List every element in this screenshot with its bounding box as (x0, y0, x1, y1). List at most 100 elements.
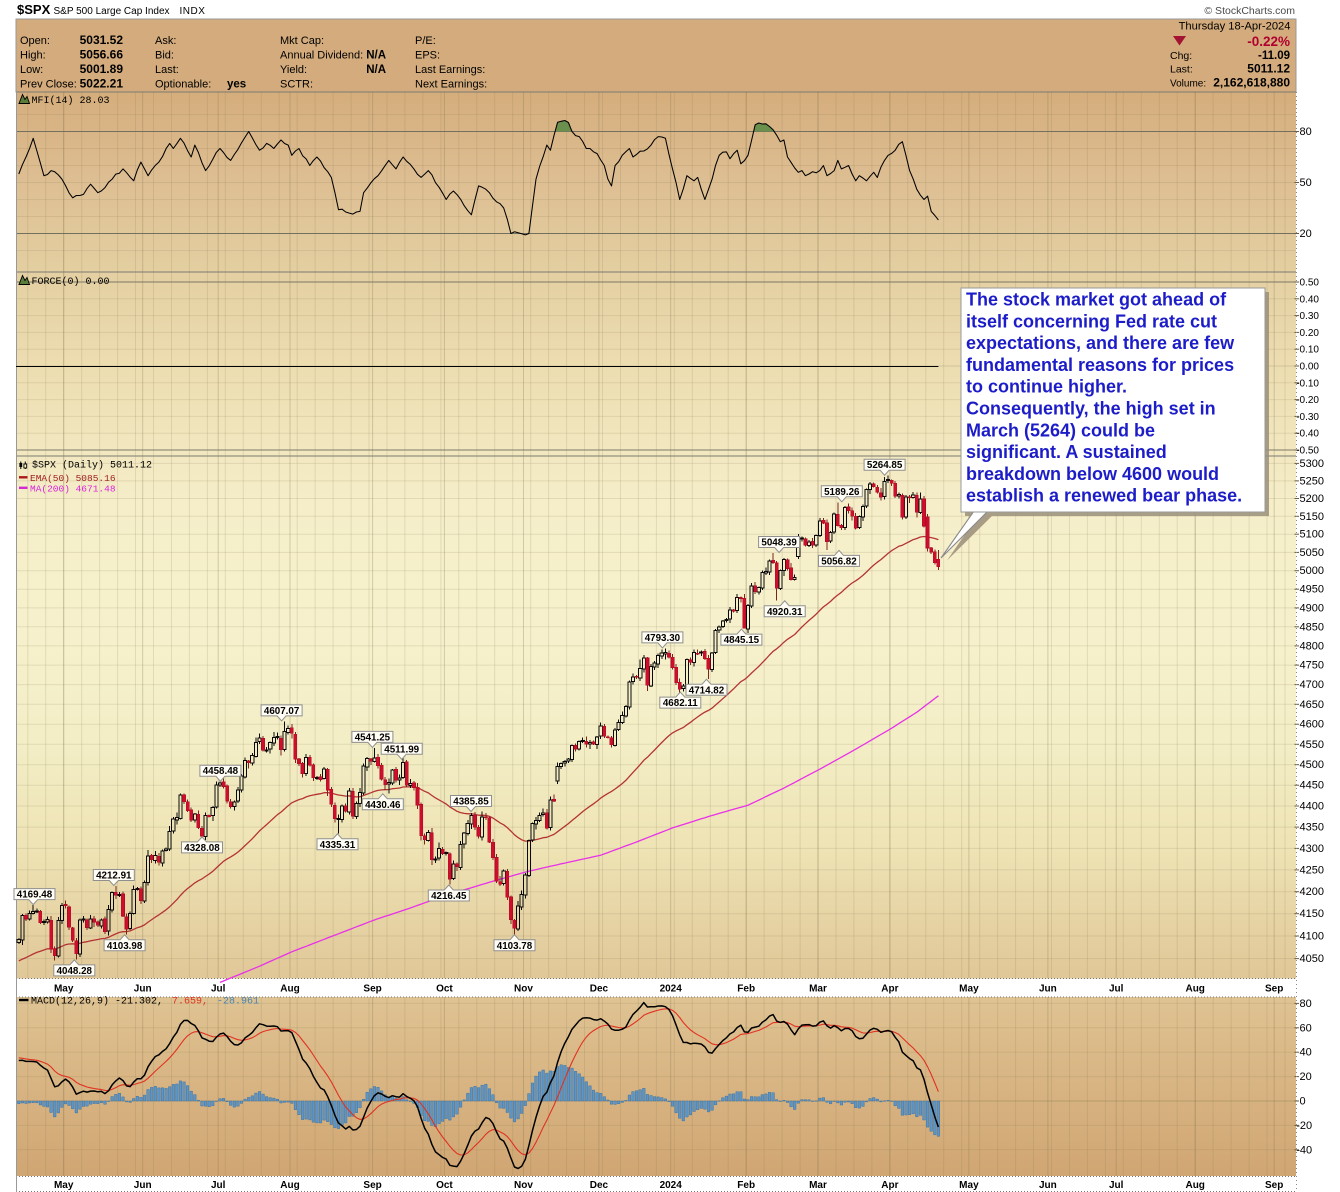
svg-text:5056.66: 5056.66 (80, 48, 124, 62)
svg-text:4450: 4450 (1300, 780, 1324, 792)
svg-text:20: 20 (1300, 228, 1312, 240)
svg-text:$SPX: $SPX (17, 2, 51, 17)
svg-text:5056.82: 5056.82 (821, 556, 857, 567)
svg-text:4793.30: 4793.30 (645, 633, 681, 644)
svg-text:5150: 5150 (1300, 511, 1324, 523)
svg-text:EMA(50) 5085.16: EMA(50) 5085.16 (30, 473, 116, 484)
svg-text:May: May (54, 984, 74, 995)
svg-text:Annual Dividend:: Annual Dividend: (280, 50, 363, 62)
svg-text:Bid:: Bid: (155, 50, 174, 62)
svg-text:Nov: Nov (514, 1180, 533, 1191)
svg-text:4541.25: 4541.25 (355, 732, 391, 743)
svg-text:5050: 5050 (1300, 547, 1324, 559)
svg-text:0.50: 0.50 (1300, 278, 1320, 289)
svg-text:SCTR:: SCTR: (280, 79, 313, 91)
svg-text:Low:: Low: (20, 64, 43, 76)
svg-text:-11.09: -11.09 (1258, 50, 1290, 62)
svg-text:Last Earnings:: Last Earnings: (415, 64, 485, 76)
svg-text:4607.07: 4607.07 (264, 706, 300, 717)
svg-text:Aug: Aug (1185, 1180, 1204, 1191)
svg-text:-0.22%: -0.22% (1247, 34, 1290, 49)
svg-text:Sep: Sep (1265, 1180, 1283, 1191)
svg-text:breakdown below 4600 would: breakdown below 4600 would (966, 464, 1219, 484)
svg-text:4328.08: 4328.08 (184, 843, 220, 854)
svg-text:Last:: Last: (1170, 64, 1193, 76)
svg-text:Jul: Jul (1109, 984, 1124, 995)
svg-text:Jun: Jun (134, 1180, 152, 1191)
svg-text:5031.52: 5031.52 (80, 33, 124, 47)
svg-text:Thursday 18-Apr-2024: Thursday 18-Apr-2024 (1179, 21, 1291, 33)
svg-text:4100: 4100 (1300, 931, 1324, 943)
svg-text:expectations, and there are fe: expectations, and there are few (966, 333, 1235, 353)
svg-text:4400: 4400 (1300, 801, 1324, 813)
svg-text:MACD(12,26,9) -21.302,: MACD(12,26,9) -21.302, (31, 995, 163, 1007)
svg-text:Apr: Apr (881, 1180, 898, 1191)
svg-text:5300: 5300 (1300, 458, 1324, 470)
svg-text:March (5264) could be: March (5264) could be (966, 420, 1155, 440)
svg-text:4300: 4300 (1300, 843, 1324, 855)
svg-text:4700: 4700 (1300, 679, 1324, 691)
svg-text:fundamental reasons for prices: fundamental reasons for prices (966, 355, 1234, 375)
svg-text:5200: 5200 (1300, 493, 1324, 505)
svg-text:MA(200) 4671.48: MA(200) 4671.48 (30, 484, 116, 495)
svg-text:-40: -40 (1296, 1144, 1312, 1156)
svg-text:5011.12: 5011.12 (1247, 62, 1290, 76)
svg-text:MFI(14) 28.03: MFI(14) 28.03 (32, 95, 110, 107)
svg-text:4216.45: 4216.45 (431, 891, 467, 902)
svg-text:5264.85: 5264.85 (867, 460, 903, 471)
svg-text:Oct: Oct (436, 984, 453, 995)
svg-text:-0.30: -0.30 (1296, 412, 1319, 423)
svg-text:5048.39: 5048.39 (761, 538, 797, 549)
svg-text:Jun: Jun (1039, 984, 1057, 995)
svg-text:40: 40 (1300, 1047, 1312, 1059)
svg-text:4950: 4950 (1300, 584, 1324, 596)
svg-text:Optionable:: Optionable: (155, 79, 211, 91)
svg-text:2024: 2024 (660, 1180, 683, 1191)
svg-text:Aug: Aug (280, 1180, 299, 1191)
svg-text:S&P 500 Large Cap Index: S&P 500 Large Cap Index (54, 6, 170, 17)
svg-text:Jul: Jul (211, 984, 226, 995)
svg-text:-20: -20 (1296, 1120, 1312, 1132)
svg-text:Apr: Apr (881, 984, 898, 995)
svg-text:4650: 4650 (1300, 699, 1324, 711)
svg-text:Jun: Jun (1039, 1180, 1057, 1191)
svg-text:Sep: Sep (363, 984, 381, 995)
svg-text:significant. A sustained: significant. A sustained (966, 442, 1167, 462)
svg-text:2024: 2024 (660, 984, 683, 995)
svg-text:5100: 5100 (1300, 529, 1324, 541)
svg-text:4714.82: 4714.82 (689, 685, 725, 696)
svg-text:4150: 4150 (1300, 908, 1324, 920)
svg-text:Oct: Oct (436, 1180, 453, 1191)
svg-text:-0.20: -0.20 (1296, 395, 1319, 406)
svg-text:-0.40: -0.40 (1296, 429, 1319, 440)
svg-text:Aug: Aug (1185, 984, 1204, 995)
svg-text:INDX: INDX (180, 6, 206, 17)
svg-text:50: 50 (1300, 177, 1312, 189)
svg-text:4550: 4550 (1300, 739, 1324, 751)
svg-text:Yield:: Yield: (280, 64, 307, 76)
svg-text:Open:: Open: (20, 35, 50, 47)
svg-text:4103.98: 4103.98 (107, 941, 143, 952)
svg-text:4511.99: 4511.99 (384, 744, 419, 755)
svg-text:4385.85: 4385.85 (453, 797, 489, 808)
svg-text:5001.89: 5001.89 (80, 62, 124, 76)
svg-text:60: 60 (1300, 1022, 1312, 1034)
svg-text:4335.31: 4335.31 (320, 840, 356, 851)
svg-text:Jul: Jul (211, 1180, 226, 1191)
svg-text:EPS:: EPS: (415, 50, 440, 62)
svg-text:Next Earnings:: Next Earnings: (415, 79, 487, 91)
svg-text:High:: High: (20, 50, 46, 62)
svg-text:4850: 4850 (1300, 621, 1324, 633)
svg-text:Jun: Jun (134, 984, 152, 995)
svg-text:7.659,: 7.659, (172, 996, 208, 1007)
svg-text:Feb: Feb (737, 984, 755, 995)
svg-text:4500: 4500 (1300, 759, 1324, 771)
svg-text:N/A: N/A (366, 50, 386, 62)
svg-text:Consequently, the high set in: Consequently, the high set in (966, 399, 1216, 419)
svg-text:Last:: Last: (155, 64, 179, 76)
svg-text:0.20: 0.20 (1300, 328, 1320, 339)
svg-text:Chg:: Chg: (1170, 50, 1192, 62)
svg-text:0.30: 0.30 (1300, 311, 1320, 322)
svg-text:4250: 4250 (1300, 864, 1324, 876)
svg-text:Aug: Aug (280, 984, 299, 995)
